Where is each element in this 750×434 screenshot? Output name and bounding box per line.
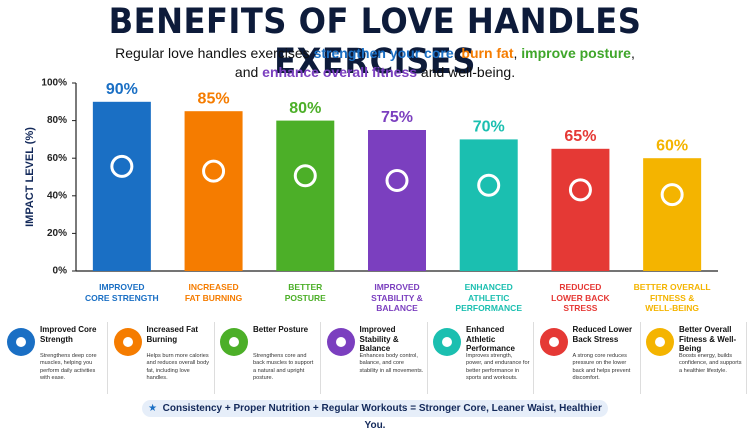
card-icon	[220, 328, 248, 356]
footer-text: Consistency + Proper Nutrition + Regular…	[162, 403, 602, 431]
bar	[643, 158, 702, 271]
card-title: Reduced Lower Back Stress	[572, 325, 633, 344]
benefit-card: Improved Stability & Balance Enhances bod…	[323, 322, 428, 394]
card-icon	[539, 328, 568, 356]
bar	[92, 101, 151, 271]
bar	[368, 130, 426, 271]
bar	[184, 111, 243, 271]
card-icon	[433, 328, 461, 356]
subtitle-text: Regular love handles exercises	[115, 45, 314, 61]
subtitle: Regular love handles exercises strengthe…	[0, 44, 750, 82]
subtitle-text: and	[234, 64, 263, 80]
x-tick-label: REDUCED LOWER BACK STRESS	[551, 282, 610, 313]
subtitle-line: and enhance overall fitness and well-bei…	[0, 63, 750, 82]
bar-icon	[202, 159, 226, 183]
subtitle-highlight: enhance overall fitness	[262, 64, 418, 80]
card-icon	[646, 328, 674, 356]
subtitle-highlight: strengthen your core	[313, 45, 454, 61]
subtitle-text: ,	[513, 45, 522, 61]
y-axis-label: IMPACT LEVEL (%)	[24, 127, 36, 227]
card-icon	[326, 328, 355, 356]
subtitle-text: ,	[630, 45, 635, 61]
card-text: Enhances body control, balance, and core…	[359, 353, 424, 374]
card-text: Helps burn more calories and reduces ove…	[146, 353, 210, 382]
subtitle-highlight: burn fat	[461, 45, 514, 61]
card-title: Better Overall Fitness & Well-Being	[679, 325, 737, 353]
benefit-card: Improved Core Strength Strengthens deep c…	[3, 322, 108, 394]
x-tick-label: IMPROVED STABILITY & BALANCE	[371, 282, 423, 313]
bar-icon	[477, 173, 501, 197]
benefit-card: Better Overall Fitness & Well-Being Boost…	[642, 322, 747, 394]
bar-icon	[660, 183, 684, 207]
bar	[459, 139, 518, 271]
card-text: Improves strength, power, and endurance …	[466, 353, 530, 382]
card-title: Improved Stability & Balance	[359, 325, 399, 353]
x-tick-label: IMPROVED CORE STRENGTH	[85, 282, 159, 303]
y-tick-label: 40%	[47, 190, 67, 201]
star: ★	[148, 403, 163, 414]
card-text: Strengthens core and back muscles to sup…	[253, 353, 314, 382]
benefit-card: Increased Fat Burning Helps burn more cal…	[110, 322, 215, 394]
y-tick-label: 60%	[47, 153, 67, 164]
card-title: Increased Fat Burning	[146, 325, 199, 344]
subtitle-text: and well-being.	[417, 64, 516, 80]
y-tick-label: 100%	[41, 78, 67, 89]
y-tick-label: 0%	[53, 266, 68, 277]
bar-icon	[568, 178, 592, 202]
card-title: Better Posture	[253, 325, 309, 334]
card-title: Improved Core Strength	[40, 325, 97, 344]
subtitle-text: ,	[453, 45, 462, 61]
value-label: 85%	[198, 90, 230, 107]
subtitle-highlight: improve posture	[521, 45, 631, 61]
x-tick-label: BETTER POSTURE	[284, 282, 326, 303]
benefit-card: Reduced Lower Back Stress A strong core r…	[536, 322, 641, 394]
bar	[276, 120, 335, 271]
bar-icon	[385, 169, 409, 192]
card-text: Boosts energy, builds confidence, and su…	[679, 353, 742, 374]
chart: IMPACT LEVEL (%) 0% 20% 40% 60% 80% 100% 90% 85%…	[24, 78, 718, 277]
subtitle-line: Regular love handles exercises strengthe…	[0, 44, 750, 63]
y-tick-label: 80%	[47, 115, 67, 126]
value-label: 65%	[564, 128, 596, 145]
x-tick-label: ENHANCED ATHLETIC PERFORMANCE	[455, 282, 522, 313]
value-label: 70%	[473, 119, 505, 136]
card-text: Strengthens deep core muscles, helping y…	[40, 353, 97, 382]
y-tick-label: 20%	[47, 228, 67, 239]
bar	[551, 148, 610, 271]
value-label: 80%	[289, 100, 321, 117]
benefit-card: Better Posture Strengthens core and back …	[216, 322, 321, 394]
bar-icon	[293, 164, 317, 188]
value-label: 90%	[106, 81, 138, 98]
bar-icon	[110, 154, 134, 178]
title: BENEFITS OF LOVE HANDLES EXERCISES	[108, 2, 642, 82]
x-tick-label: BETTER OVERALL FITNESS & WELL-BEING	[633, 282, 711, 313]
card-icon	[7, 328, 35, 356]
card-icon	[113, 328, 142, 356]
card-text: A strong core reduces pressure on the lo…	[572, 353, 631, 382]
x-tick-label: INCREASED FAT BURNING	[184, 282, 243, 303]
card-title: Enhanced Athletic Performance	[466, 325, 515, 353]
footer-banner: ★ Consistency + Proper Nutrition + Regul…	[142, 400, 608, 431]
value-label: 60%	[656, 137, 688, 154]
value-label: 75%	[381, 109, 413, 126]
benefit-card: Enhanced Athletic Performance Improves st…	[429, 322, 534, 394]
